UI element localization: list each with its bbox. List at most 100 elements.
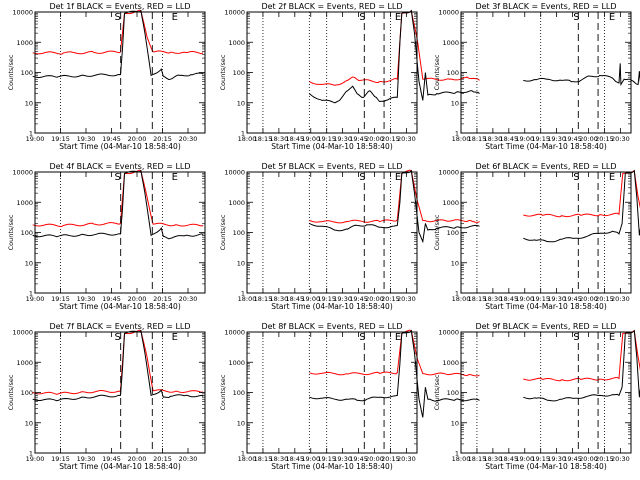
x-tick-label: 19:00 (515, 455, 534, 463)
y-tick-label: 10000 (224, 9, 245, 17)
x-tick-label: 19:15 (317, 455, 336, 463)
y-tick-label: 100 (447, 229, 459, 237)
plot-frame (460, 331, 632, 454)
x-axis-label: Start Time (04-Mar-10 18:58:40) (271, 302, 393, 311)
x-tick-label: 19:15 (51, 135, 70, 143)
y-tick-label: 10 (451, 259, 459, 267)
x-axis-label: Start Time (04-Mar-10 18:58:40) (271, 142, 393, 151)
y-tick-label: 1000 (16, 199, 33, 207)
y-tick-label: 10 (451, 419, 459, 427)
series-line (309, 169, 480, 224)
y-tick-label: 10 (237, 419, 245, 427)
x-tick-label: 19:30 (333, 455, 352, 463)
x-tick-label: 20:15 (153, 455, 172, 463)
x-tick-label: 20:15 (595, 135, 614, 143)
x-tick-label: 19:30 (77, 455, 96, 463)
panel-title: Det 8f BLACK = Events, RED = LLD (261, 322, 402, 331)
x-tick-label: 20:15 (381, 295, 400, 303)
series-line (523, 63, 640, 87)
y-tick-label: 10000 (438, 9, 459, 17)
x-tick-label: 20:00 (365, 135, 384, 143)
y-tick-label: 100 (21, 389, 33, 397)
x-axis-label: Start Time (04-Mar-10 18:58:40) (59, 462, 181, 471)
x-tick-label: 18:15 (468, 135, 487, 143)
x-tick-label: 20:15 (595, 455, 614, 463)
y-tick-label: 1 (241, 290, 245, 298)
y-axis-label: Counts/sec (433, 54, 441, 90)
x-tick-label: 19:30 (547, 135, 566, 143)
event-marker-label: E (609, 12, 615, 23)
series-line (523, 329, 640, 402)
x-tick-label: 18:15 (254, 295, 273, 303)
y-tick-label: 100 (233, 69, 245, 77)
y-tick-label: 1000 (442, 359, 459, 367)
series-line (32, 329, 204, 402)
x-tick-label: 20:15 (595, 295, 614, 303)
x-tick-label: 18:15 (254, 135, 273, 143)
x-tick-label: 19:30 (77, 295, 96, 303)
x-tick-label: 20:30 (397, 295, 416, 303)
x-tick-label: 18:00 (452, 135, 471, 143)
x-tick-label: 20:30 (611, 135, 630, 143)
x-tick-label: 19:00 (301, 135, 320, 143)
x-tick-label: 20:00 (579, 135, 598, 143)
x-tick-label: 19:00 (26, 295, 45, 303)
plot-frame (246, 331, 418, 454)
x-tick-label: 20:00 (365, 455, 384, 463)
x-tick-label: 19:15 (51, 295, 70, 303)
x-tick-label: 19:30 (77, 135, 96, 143)
y-tick-label: 1000 (228, 359, 245, 367)
x-axis-label: Start Time (04-Mar-10 18:58:40) (271, 462, 393, 471)
x-tick-label: 19:15 (317, 135, 336, 143)
series-line (523, 329, 640, 382)
x-tick-label: 19:45 (563, 295, 582, 303)
x-axis-label: Start Time (04-Mar-10 18:58:40) (59, 302, 181, 311)
event-marker-label: E (395, 12, 401, 23)
y-tick-label: 1000 (228, 199, 245, 207)
series-line (523, 169, 640, 243)
x-tick-label: 19:00 (26, 455, 45, 463)
y-tick-label: 10000 (438, 169, 459, 177)
event-marker-label: E (172, 12, 178, 23)
panel-title: Det 3f BLACK = Events, RED = LLD (475, 2, 616, 11)
x-tick-label: 20:00 (579, 455, 598, 463)
x-tick-label: 20:30 (611, 295, 630, 303)
y-tick-label: 1000 (442, 199, 459, 207)
event-marker-label: E (172, 332, 178, 343)
x-tick-label: 18:30 (270, 135, 289, 143)
y-tick-label: 100 (447, 69, 459, 77)
series-line (32, 169, 204, 227)
event-marker-label: S (359, 332, 365, 343)
x-tick-label: 18:00 (238, 295, 257, 303)
event-marker-label: S (573, 172, 579, 183)
y-tick-label: 10000 (12, 169, 33, 177)
series-line (308, 9, 480, 104)
x-tick-label: 19:45 (563, 455, 582, 463)
x-tick-label: 18:00 (452, 455, 471, 463)
event-marker-label: S (114, 12, 120, 23)
x-tick-label: 19:00 (515, 295, 534, 303)
x-tick-label: 18:15 (254, 455, 273, 463)
series-line (309, 329, 480, 418)
series-line (32, 9, 204, 81)
x-tick-label: 20:30 (611, 455, 630, 463)
x-tick-label: 18:15 (468, 295, 487, 303)
y-tick-label: 100 (233, 229, 245, 237)
panel-title: Det 1f BLACK = Events, RED = LLD (49, 2, 190, 11)
x-tick-label: 19:15 (531, 295, 550, 303)
panel-title: Det 7f BLACK = Events, RED = LLD (49, 322, 190, 331)
y-tick-label: 10000 (12, 9, 33, 17)
series-line (309, 169, 480, 244)
plot-frame (460, 11, 632, 134)
x-tick-label: 18:15 (468, 455, 487, 463)
y-tick-label: 100 (21, 229, 33, 237)
event-marker-label: S (573, 12, 579, 23)
x-tick-label: 20:30 (397, 135, 416, 143)
plot-frame (246, 11, 418, 134)
y-tick-label: 1 (455, 130, 459, 138)
detector-panel-4: S E 1 10 100 1000 10000 19:00 19:15 19:30 19:45 20:… (7, 162, 206, 311)
y-tick-label: 1000 (442, 39, 459, 47)
x-tick-label: 19:15 (531, 135, 550, 143)
x-tick-label: 19:45 (349, 135, 368, 143)
